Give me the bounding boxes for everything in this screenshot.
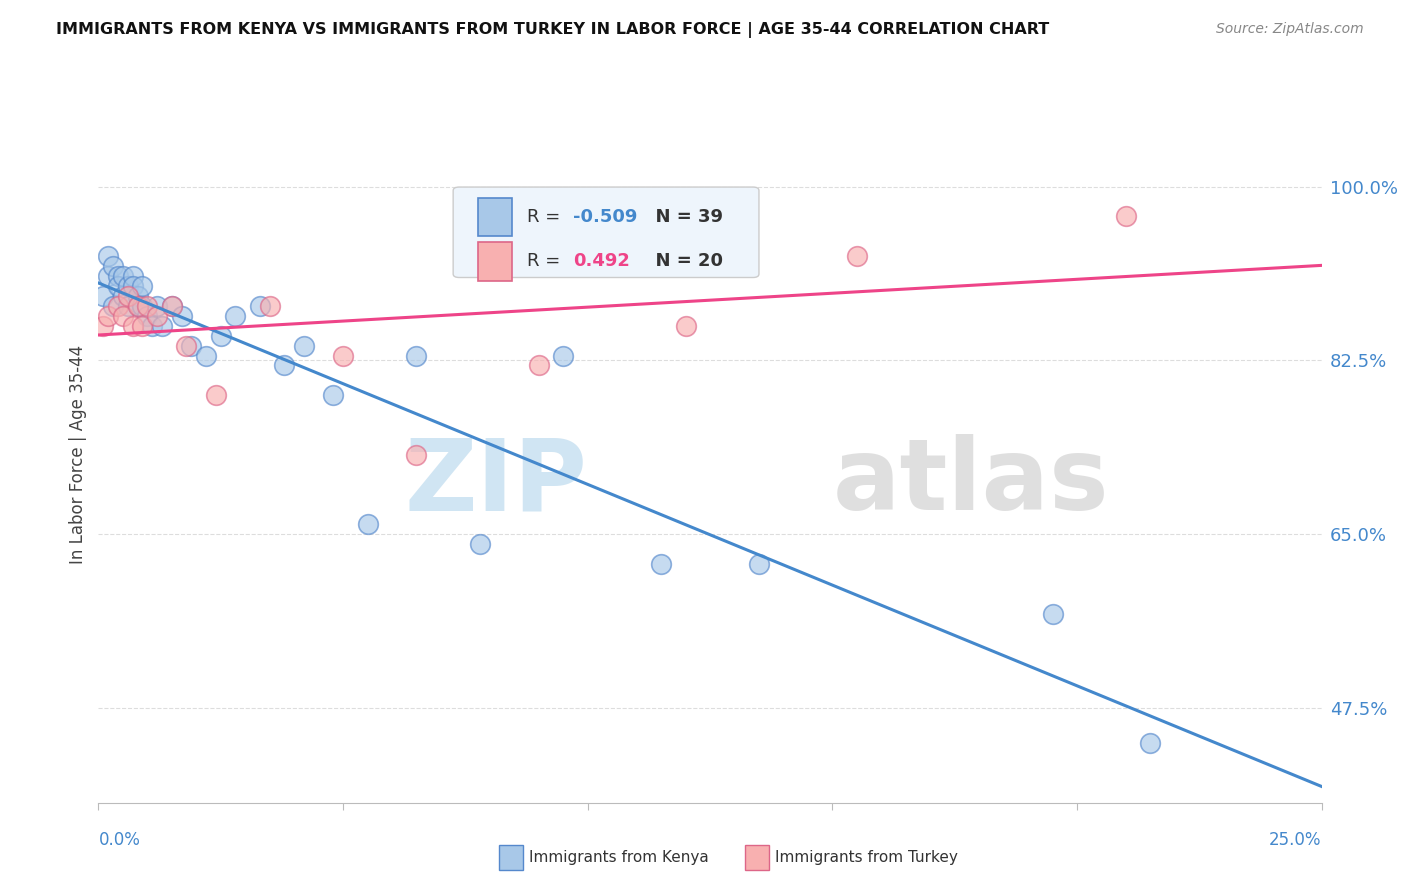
Point [170, 309, 193, 323]
Point [675, 318, 697, 333]
Point [259, 299, 281, 313]
Point [107, 299, 129, 313]
Point [131, 318, 153, 333]
Text: N = 39: N = 39 [643, 208, 723, 226]
Point [527, 359, 550, 373]
Point [845, 249, 868, 263]
Point [127, 299, 149, 313]
FancyBboxPatch shape [478, 243, 512, 281]
Point [195, 349, 218, 363]
Text: R =: R = [527, 208, 565, 226]
Point [101, 299, 124, 313]
Text: Immigrants from Turkey: Immigrants from Turkey [775, 850, 957, 864]
Point [117, 279, 139, 293]
Point [127, 299, 149, 313]
Point [748, 558, 770, 572]
Point [117, 299, 139, 313]
Point [91, 289, 114, 303]
Point [176, 338, 198, 352]
Point [121, 318, 143, 333]
FancyBboxPatch shape [453, 187, 759, 277]
Point [553, 349, 575, 363]
Point [141, 318, 163, 333]
Y-axis label: In Labor Force | Age 35-44: In Labor Force | Age 35-44 [69, 345, 87, 565]
Text: N = 20: N = 20 [643, 252, 723, 270]
Point [468, 537, 491, 551]
Text: IMMIGRANTS FROM KENYA VS IMMIGRANTS FROM TURKEY IN LABOR FORCE | AGE 35-44 CORRE: IMMIGRANTS FROM KENYA VS IMMIGRANTS FROM… [56, 22, 1049, 38]
Point [121, 279, 143, 293]
Point [131, 299, 153, 313]
Point [1042, 607, 1064, 621]
Text: -0.509: -0.509 [574, 208, 637, 226]
Point [1115, 210, 1137, 224]
Point [332, 349, 354, 363]
Point [224, 309, 246, 323]
Point [101, 259, 124, 273]
Point [97, 268, 120, 283]
Text: 0.492: 0.492 [574, 252, 630, 270]
Point [117, 289, 139, 303]
Point [205, 388, 228, 402]
Point [405, 349, 427, 363]
Point [180, 338, 202, 352]
Text: atlas: atlas [832, 434, 1109, 532]
Point [91, 318, 114, 333]
Text: Source: ZipAtlas.com: Source: ZipAtlas.com [1216, 22, 1364, 37]
Point [146, 309, 169, 323]
Point [111, 309, 134, 323]
Point [136, 309, 159, 323]
Text: ZIP: ZIP [405, 434, 588, 532]
Point [146, 299, 169, 313]
Point [136, 299, 159, 313]
Point [150, 318, 173, 333]
Point [292, 338, 315, 352]
Point [650, 558, 672, 572]
Point [322, 388, 344, 402]
Point [160, 299, 183, 313]
Text: 25.0%: 25.0% [1270, 830, 1322, 848]
Point [249, 299, 271, 313]
Point [127, 289, 149, 303]
Point [111, 289, 134, 303]
Point [131, 279, 153, 293]
FancyBboxPatch shape [478, 198, 512, 236]
Point [107, 268, 129, 283]
Point [356, 517, 378, 532]
Point [107, 279, 129, 293]
Point [121, 268, 143, 283]
Point [405, 448, 427, 462]
Point [1139, 736, 1161, 750]
Point [209, 328, 232, 343]
Text: 0.0%: 0.0% [98, 830, 141, 848]
Point [97, 249, 120, 263]
Point [97, 309, 120, 323]
Text: R =: R = [527, 252, 565, 270]
Point [273, 359, 295, 373]
Text: Immigrants from Kenya: Immigrants from Kenya [529, 850, 709, 864]
Point [160, 299, 183, 313]
Point [111, 268, 134, 283]
